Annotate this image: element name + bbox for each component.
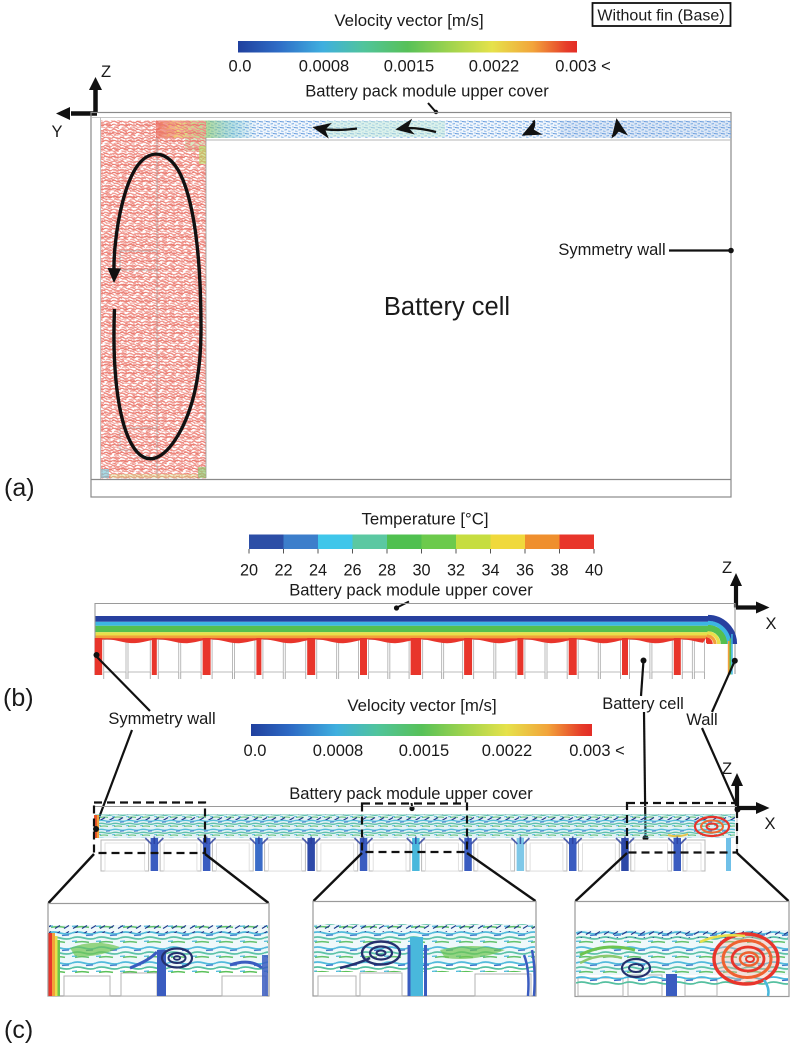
svg-text:20: 20 bbox=[240, 562, 258, 580]
svg-text:0.0015: 0.0015 bbox=[384, 58, 434, 76]
svg-text:38: 38 bbox=[550, 562, 568, 580]
svg-text:Symmetry wall: Symmetry wall bbox=[108, 710, 215, 728]
svg-text:0.0: 0.0 bbox=[244, 742, 267, 760]
svg-text:0.003 <: 0.003 < bbox=[555, 58, 611, 76]
svg-text:0.0022: 0.0022 bbox=[469, 58, 519, 76]
svg-text:Battery pack module upper cove: Battery pack module upper cover bbox=[289, 784, 533, 803]
svg-text:Battery pack module upper cove: Battery pack module upper cover bbox=[289, 581, 533, 600]
svg-text:36: 36 bbox=[516, 562, 534, 580]
svg-text:0.0008: 0.0008 bbox=[299, 58, 349, 76]
svg-text:(b): (b) bbox=[3, 684, 34, 712]
svg-text:X: X bbox=[764, 815, 775, 833]
svg-text:0.0008: 0.0008 bbox=[313, 742, 363, 760]
svg-text:Velocity vector [m/s]: Velocity vector [m/s] bbox=[347, 696, 496, 715]
svg-text:26: 26 bbox=[343, 562, 361, 580]
svg-text:Battery pack module upper cove: Battery pack module upper cover bbox=[305, 82, 549, 101]
svg-text:Y: Y bbox=[51, 123, 62, 141]
svg-text:Velocity vector [m/s]: Velocity vector [m/s] bbox=[334, 11, 483, 30]
svg-text:40: 40 bbox=[585, 562, 603, 580]
svg-text:X: X bbox=[765, 615, 776, 633]
svg-text:32: 32 bbox=[447, 562, 465, 580]
svg-text:24: 24 bbox=[309, 562, 327, 580]
svg-text:Symmetry wall: Symmetry wall bbox=[558, 241, 665, 259]
svg-text:0.0022: 0.0022 bbox=[482, 742, 532, 760]
svg-text:28: 28 bbox=[378, 562, 396, 580]
svg-text:Z: Z bbox=[722, 760, 732, 778]
svg-text:22: 22 bbox=[274, 562, 292, 580]
svg-text:0.0: 0.0 bbox=[229, 58, 252, 76]
svg-text:30: 30 bbox=[412, 562, 430, 580]
svg-text:Battery cell: Battery cell bbox=[602, 695, 684, 713]
svg-text:Battery cell: Battery cell bbox=[384, 293, 510, 321]
svg-text:(c): (c) bbox=[4, 1016, 33, 1044]
svg-text:0.0015: 0.0015 bbox=[399, 742, 449, 760]
svg-text:Without fin (Base): Without fin (Base) bbox=[597, 8, 724, 25]
svg-text:0.003 <: 0.003 < bbox=[569, 742, 625, 760]
svg-text:Z: Z bbox=[101, 63, 111, 81]
svg-text:Z: Z bbox=[722, 559, 732, 577]
svg-text:Temperature [°C]: Temperature [°C] bbox=[361, 510, 488, 529]
svg-text:34: 34 bbox=[481, 562, 499, 580]
svg-text:(a): (a) bbox=[4, 474, 35, 502]
svg-text:Wall: Wall bbox=[686, 711, 717, 729]
